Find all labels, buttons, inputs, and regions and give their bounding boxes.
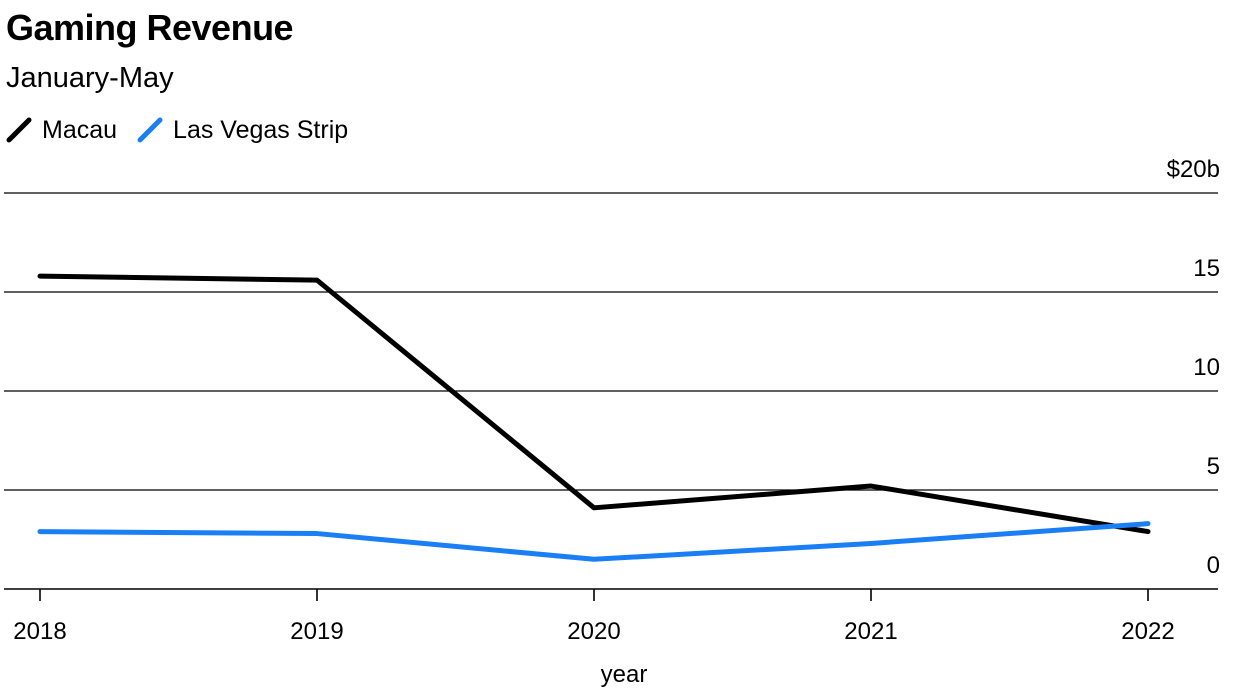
legend-swatch-macau [6,117,32,143]
x-tick-label: 2022 [1121,618,1174,645]
chart-subtitle: January-May [6,62,174,94]
y-tick-label: 5 [1207,453,1220,480]
gridlines: 0 5 10 15 $20b [4,156,1220,590]
legend-label-macau: Macau [42,115,118,144]
series-line-las-vegas-strip [37,521,1151,562]
legend-item-las-vegas-strip: Las Vegas Strip [137,116,348,145]
x-tick-label: 2018 [13,618,66,645]
chart-title: Gaming Revenue [6,7,294,48]
x-tick-label: 2019 [290,618,343,645]
legend-swatch-las-vegas-strip [137,117,163,143]
x-tick-label: 2020 [567,618,620,645]
y-tick-label: 0 [1207,552,1220,579]
legend-label-las-vegas-strip: Las Vegas Strip [173,115,349,144]
legend-swatch-las-vegas-strip-line [137,117,163,143]
x-tick-label: 2021 [844,618,897,645]
legend-item-macau: Macau [6,116,117,145]
y-tick-label: 15 [1193,255,1220,282]
legend-swatch-macau-line [6,117,32,143]
chart-legend: Macau Las Vegas Strip [6,112,368,148]
y-tick-label: 10 [1193,354,1220,381]
x-axis-label: year [601,661,648,688]
x-axis: 2018 2019 2020 2021 2022 [13,589,1175,645]
series-lines [37,273,1151,562]
series-line-macau [37,273,1151,535]
y-tick-label: $20b [1167,156,1220,183]
